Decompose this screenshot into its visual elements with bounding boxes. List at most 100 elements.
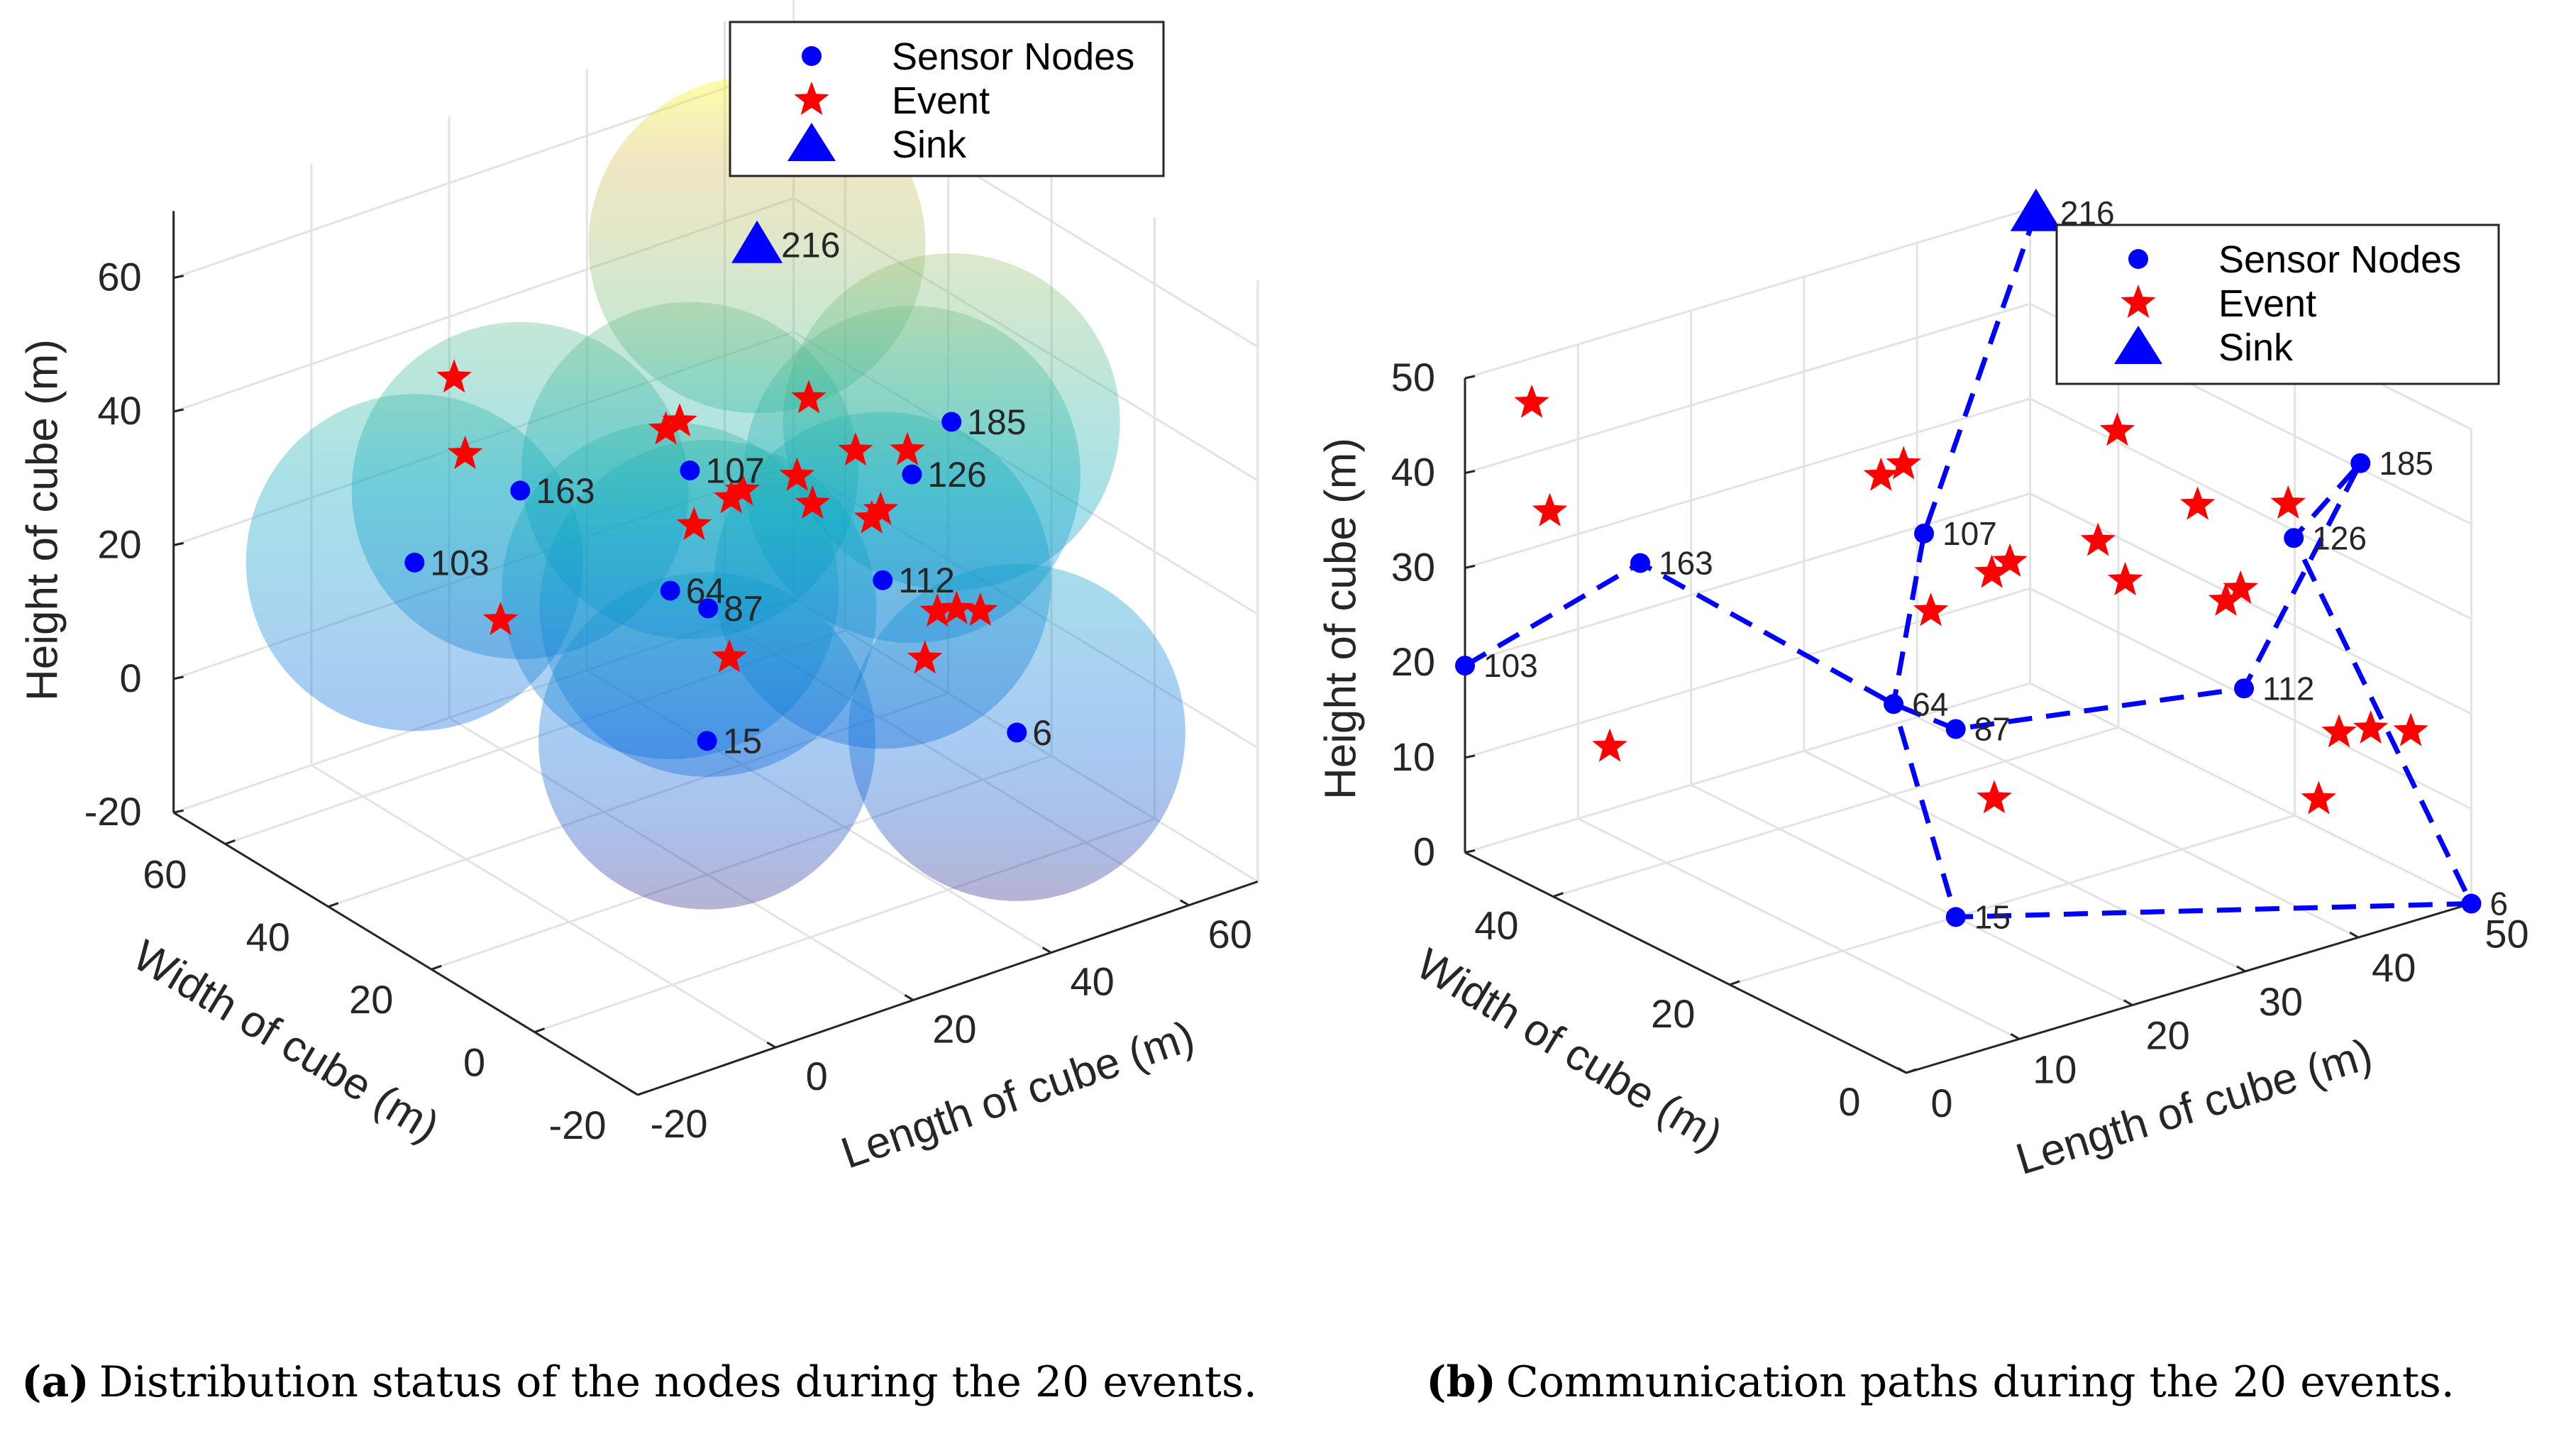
- x-axis-line: [637, 880, 1259, 1096]
- node-marker-103: [1455, 656, 1475, 676]
- event-marker: [2270, 485, 2306, 519]
- grid-line: [1729, 814, 2296, 986]
- z-tick-label: 20: [97, 522, 141, 566]
- y-axis-line: [172, 811, 639, 1096]
- event-marker: [2179, 486, 2216, 520]
- event-marker: [853, 500, 890, 534]
- legend-sink: Sink: [892, 123, 967, 166]
- y-axis-label: Width of cube (m): [1408, 939, 1731, 1160]
- z-tick-label: 0: [120, 656, 142, 700]
- panel-b-communication-paths-plot: 0 10 20 30 40 50 0 20 40 0 10 20 30 40 50 Height of cub…: [1316, 188, 2529, 1184]
- node-label: 126: [927, 455, 986, 495]
- sink-marker: [2010, 188, 2062, 231]
- caption-a: (a) Distribution status of the nodes duri…: [21, 1357, 1257, 1407]
- node-marker-64: [660, 580, 680, 601]
- event-marker: [1992, 543, 2028, 577]
- z-axis-label: Height of cube (m): [1316, 438, 1365, 800]
- path-line: [1464, 462, 2363, 732]
- node-marker-87: [1945, 719, 1966, 739]
- event-marker: [919, 593, 955, 627]
- legend-sensor-nodes: Sensor Nodes: [2218, 238, 2461, 281]
- event-marker: [2080, 522, 2116, 556]
- event-marker: [712, 639, 747, 673]
- node-label: 112: [898, 561, 955, 600]
- event-marker: [676, 507, 712, 541]
- legend-sink: Sink: [2218, 326, 2294, 369]
- x-tick-label: 0: [1930, 1081, 1952, 1125]
- legend-event: Event: [892, 79, 990, 122]
- grid-line: [2029, 397, 2472, 620]
- y-axis-line: [1464, 851, 1907, 1074]
- sink-label: 216: [781, 225, 840, 265]
- node-label: 64: [1912, 685, 1948, 722]
- event-marker: [779, 457, 815, 491]
- event-marker: [1977, 780, 2012, 814]
- node-marker-126: [2284, 528, 2304, 548]
- node-marker-112: [873, 570, 893, 590]
- node-label: 163: [536, 471, 595, 511]
- y-tick-mark: [637, 1090, 648, 1096]
- x-axis-line: [1906, 903, 2472, 1074]
- caption-b-label: (b): [1426, 1357, 1496, 1407]
- z-tick-label: 60: [97, 255, 141, 299]
- event-marker: [1886, 446, 1921, 480]
- z-tick-mark: [1464, 564, 1476, 569]
- node-label: 103: [1483, 647, 1538, 684]
- grid-line: [1464, 492, 2030, 664]
- sink-marker: [731, 220, 783, 263]
- node-marker-107: [1914, 523, 1935, 544]
- node-label: 112: [2262, 670, 2314, 707]
- grid-line: [311, 764, 776, 1049]
- node-label: 87: [724, 589, 763, 629]
- x-tick-mark: [766, 1041, 776, 1049]
- z-tick-label: 10: [1391, 734, 1435, 779]
- event-marker: [662, 403, 697, 437]
- x-tick-label: -20: [651, 1101, 708, 1146]
- grid-line: [1464, 208, 2030, 380]
- x-tick-label: 20: [932, 1006, 976, 1051]
- grid-line: [1464, 397, 2030, 569]
- z-tick-label: 20: [1391, 639, 1435, 684]
- x-tick-mark: [1041, 947, 1052, 954]
- node-marker-107: [680, 460, 700, 481]
- legend-event-icon: [794, 82, 829, 115]
- grid-line: [2029, 587, 2472, 810]
- node-marker-112: [2234, 678, 2255, 699]
- z-tick-mark: [173, 541, 184, 546]
- event-marker: [939, 590, 975, 624]
- node-marker-64: [1884, 694, 1904, 715]
- z-tick-mark: [1464, 375, 1476, 380]
- event-marker: [907, 640, 943, 674]
- z-tick-mark: [173, 408, 184, 413]
- event-marker: [2393, 712, 2428, 746]
- grid-line: [1464, 682, 2030, 854]
- node-label: 15: [1974, 899, 2011, 936]
- event-marker: [724, 472, 760, 506]
- event-marker: [2099, 412, 2135, 446]
- y-tick-mark: [1552, 892, 1564, 898]
- node-label: 107: [1942, 515, 1997, 552]
- grid-line: [1577, 817, 2020, 1040]
- event-marker: [2208, 582, 2244, 616]
- event-marker: [648, 411, 684, 445]
- x-axis-label: Length of cube (m): [835, 1012, 1200, 1179]
- x-tick-label: 20: [2145, 1013, 2189, 1058]
- y-tick-label: 20: [1651, 991, 1695, 1036]
- z-axis-label: Height of cube (m): [18, 339, 67, 701]
- node-label: 15: [723, 722, 763, 761]
- grid-line: [1916, 716, 2359, 939]
- event-marker: [890, 431, 925, 465]
- legend-sensor-nodes: Sensor Nodes: [892, 35, 1134, 78]
- legend-event-icon: [2121, 285, 2156, 318]
- legend-node-icon: [2128, 249, 2148, 269]
- y-tick-mark: [534, 1027, 546, 1034]
- node-marker-126: [902, 464, 922, 485]
- event-marker: [963, 592, 998, 627]
- y-tick-label: -20: [549, 1103, 607, 1147]
- event-marker: [482, 602, 519, 636]
- legend-sink-icon: [2114, 326, 2162, 364]
- node-label: 163: [1659, 545, 1713, 582]
